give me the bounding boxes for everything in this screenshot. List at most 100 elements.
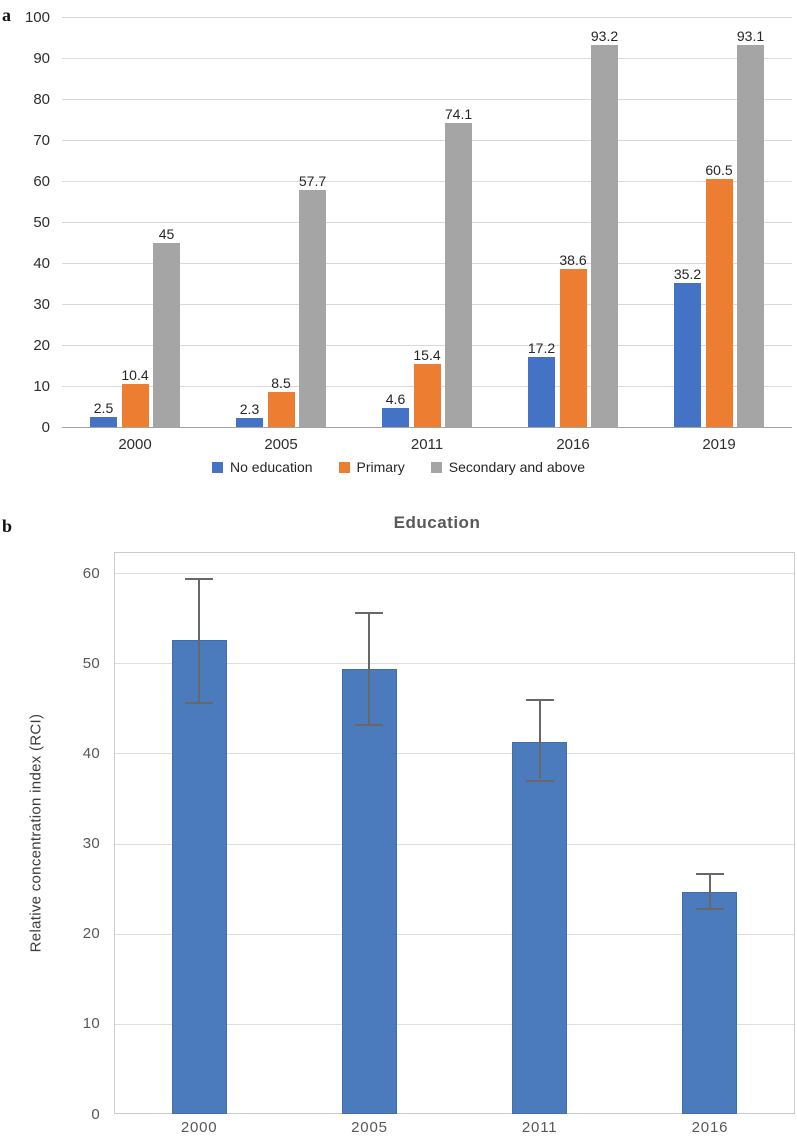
x-tick-label: 2000 [180,1119,218,1136]
y-gridline [62,17,792,18]
bar-2005 [341,668,397,1114]
error-bar-line [538,699,541,780]
plot-area [114,552,795,1114]
bar-value-label: 93.1 [736,28,765,45]
bar-primary [413,363,441,427]
y-tick-label: 40 [33,254,50,272]
error-bar-line [368,611,371,724]
y-tick-label: 60 [82,564,100,582]
legend-item-no-education: No education [212,459,313,475]
y-tick-label: 20 [33,336,50,354]
bar-value-label: 38.6 [559,251,587,268]
error-bar-line [198,577,201,702]
bar-value-label: 2.5 [93,399,114,416]
y-tick-label: 10 [33,377,50,395]
bar-2000 [171,639,227,1114]
y-tick-label: 100 [24,8,50,26]
legend: No education Primary Secondary and above [0,459,797,475]
bar-no-education [528,356,555,427]
bar-2011 [512,741,568,1114]
y-tick-label: 0 [41,418,50,436]
y-tick-label: 90 [33,49,50,67]
error-bar-cap-top [525,699,554,702]
error-bar-line [708,873,711,909]
bar-value-label: 93.2 [590,27,619,44]
y-tick-label: 50 [82,654,100,672]
bar-no-education [90,416,117,428]
legend-swatch-icon [338,461,350,473]
y-tick-label: 80 [33,90,50,108]
error-bar-cap-bottom [695,908,724,911]
bar-value-label: 35.2 [673,265,702,282]
x-tick-label: 2005 [264,436,298,453]
bar-2016 [682,892,738,1114]
y-gridline [62,345,792,346]
bar-value-label: 10.4 [121,367,149,384]
legend-label: No education [230,459,313,475]
y-tick-label: 60 [33,172,50,190]
y-tick-label: 50 [33,213,50,231]
panel-b-chart-title: Education [393,513,481,532]
y-gridline [62,58,792,59]
x-tick-label: 2019 [702,436,736,453]
y-tick-label: 0 [91,1105,100,1123]
y-gridline [115,1023,794,1025]
y-gridline [62,222,792,223]
bar-value-label: 45 [158,225,175,242]
y-tick-label: 30 [33,295,50,313]
x-tick-label: 2016 [556,436,590,453]
legend-item-secondary-and-above: Secondary and above [430,459,585,475]
y-tick-label: 20 [82,925,100,943]
y-gridline [115,843,794,845]
y-tick-label: 40 [82,744,100,762]
bar-value-label: 8.5 [271,375,291,392]
bar-no-education [674,282,701,427]
bar-secondary-and-above [153,242,180,427]
y-gridline [62,140,792,141]
x-tick-label: 2000 [118,436,152,453]
bar-no-education [382,408,409,427]
bar-primary [267,392,295,427]
error-bar-cap-top [695,873,724,876]
x-tick-label: 2011 [521,1119,558,1136]
bar-value-label: 2.3 [239,400,260,417]
error-bar-cap-bottom [355,723,384,726]
legend-swatch-icon [430,461,442,473]
bar-value-label: 57.7 [298,173,327,190]
legend-swatch-icon [212,461,224,473]
bar-secondary-and-above [737,45,764,427]
panel-a-letter: a [2,5,11,25]
y-gridline [62,263,792,264]
bar-value-label: 17.2 [527,339,556,356]
x-tick-label: 2016 [691,1119,729,1136]
x-tick-label: 2011 [410,436,444,453]
y-gridline [115,933,794,935]
y-tick-label: 70 [33,131,50,149]
legend-item-primary: Primary [338,459,405,475]
bar-value-label: 74.1 [444,106,473,123]
bar-value-label: 60.5 [705,162,733,178]
error-bar-cap-top [355,611,384,614]
y-tick-label: 10 [82,1015,100,1033]
y-gridline [62,304,792,305]
panel-a-grouped-bar-chart: 0 10 20 30 40 50 60 70 80 90 100 2.5 10.4 45 2000 2.3 8.… [0,0,797,500]
y-gridline [115,663,794,665]
error-bar-cap-bottom [525,779,554,782]
x-tick-label: 2005 [351,1119,388,1136]
bar-primary [705,179,733,427]
y-tick-label: 30 [82,835,100,852]
y-gridline [115,573,794,574]
bar-primary [121,384,149,427]
bar-secondary-and-above [445,123,472,427]
panel-b-bar-chart: 0 10 20 30 40 50 60 2000 2005 2011 2016 [0,505,797,1137]
y-gridline [62,181,792,182]
y-gridline [115,753,794,755]
legend-label: Primary [356,459,405,475]
panel-b-letter: b [2,516,13,536]
error-bar-cap-top [185,577,214,580]
legend-label: Secondary and above [448,459,585,475]
y-gridline [62,99,792,100]
bar-value-label: 4.6 [385,391,406,408]
y-gridline [62,427,792,428]
